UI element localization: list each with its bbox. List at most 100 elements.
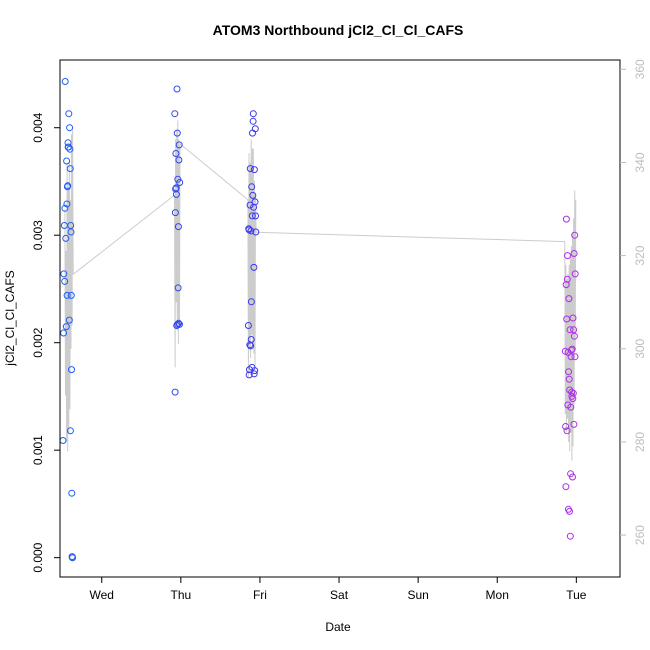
data-point [63,200,71,208]
data-point [67,222,75,229]
data-point [568,345,576,353]
data-point [570,420,578,428]
line-segment-2 [179,139,257,377]
y2-tick-label: 340 [633,152,647,172]
y-axis-label: jCl2_Cl_Cl_CAFS [3,270,17,366]
data-point [562,215,570,223]
data-point [568,388,576,396]
data-point [175,141,183,149]
data-point [61,78,69,85]
data-point [567,403,575,411]
data-point [59,437,67,444]
data-point [565,375,573,383]
x-tick-label: Wed [90,588,114,602]
data-point [569,473,576,481]
data-point [250,370,258,378]
data-point [62,234,70,242]
data-point [247,227,255,235]
x-tick-label: Thu [170,588,191,602]
x-axis: Wed Thu Fri Sat Sun Mon Tue [90,577,587,602]
data-point [172,150,180,157]
data-point [562,423,570,430]
data-point [174,223,182,231]
data-point [176,320,183,328]
y2-tick-label: 260 [633,525,647,545]
data-point [176,179,184,186]
data-point [68,489,76,497]
data-point [65,110,73,118]
x-tick-label: Fri [253,588,267,602]
data-point [251,198,259,206]
y-tick-label: 0.002 [31,327,45,357]
data-point [174,320,181,328]
data-point [569,395,577,403]
data-point [60,270,68,278]
data-point [245,371,253,379]
chart-title: ATOM3 Northbound jCl2_Cl_Cl_CAFS [213,22,464,38]
data-point [173,85,181,93]
x-tick-label: Mon [486,588,509,602]
data-point [66,165,74,173]
data-point [567,346,575,354]
data-point [64,139,72,147]
data-point [570,332,578,340]
data-point [174,284,182,292]
data-point [250,263,258,271]
y2-tick-label: 360 [633,59,647,79]
data-point [566,507,573,515]
data-point [244,322,252,329]
data-point [61,204,69,212]
data-point [571,231,579,239]
data-point [569,389,577,397]
data-point [249,117,257,125]
data-point [562,281,570,289]
data-point [565,368,573,376]
data-point [171,388,179,396]
data-point [248,212,256,220]
data-point [67,228,75,236]
line-segment-1 [72,120,181,368]
data-point [249,110,257,118]
data-point [67,291,75,299]
line-segment-3 [256,190,577,461]
secondary-y-axis: 260 280 300 320 340 360 [620,59,647,545]
y-tick-label: 0.000 [31,542,45,572]
data-point [171,209,179,217]
data-point [249,129,256,137]
data-point [62,323,70,331]
data-point [564,252,571,260]
y-axis: 0.000 0.001 0.002 0.003 0.004 [31,112,60,573]
data-point [247,298,255,306]
data-point [562,483,570,491]
x-axis-label: Date [325,620,351,634]
data-point [64,182,72,190]
data-point [175,319,183,327]
data-point [566,532,574,540]
data-point [246,201,254,209]
data-point [251,125,259,133]
data-point [252,212,259,220]
data-point [65,316,73,324]
data-point [566,326,574,334]
line-segment-0 [64,129,74,452]
data-point [175,156,183,164]
y2-tick-label: 280 [633,432,647,452]
data-point [249,191,257,199]
y2-tick-label: 320 [633,245,647,265]
data-point [68,366,75,374]
point-layer [59,78,579,562]
x-tick-label: Sun [407,588,428,602]
data-point [63,291,71,299]
data-point [251,367,259,375]
data-point [567,353,575,361]
data-point [171,110,179,118]
y-tick-label: 0.003 [31,220,45,250]
data-point [248,183,256,191]
data-point [173,129,181,137]
data-point [571,270,579,278]
data-point [172,184,180,192]
data-point [565,295,573,303]
data-point [563,427,571,435]
data-point [571,353,579,361]
